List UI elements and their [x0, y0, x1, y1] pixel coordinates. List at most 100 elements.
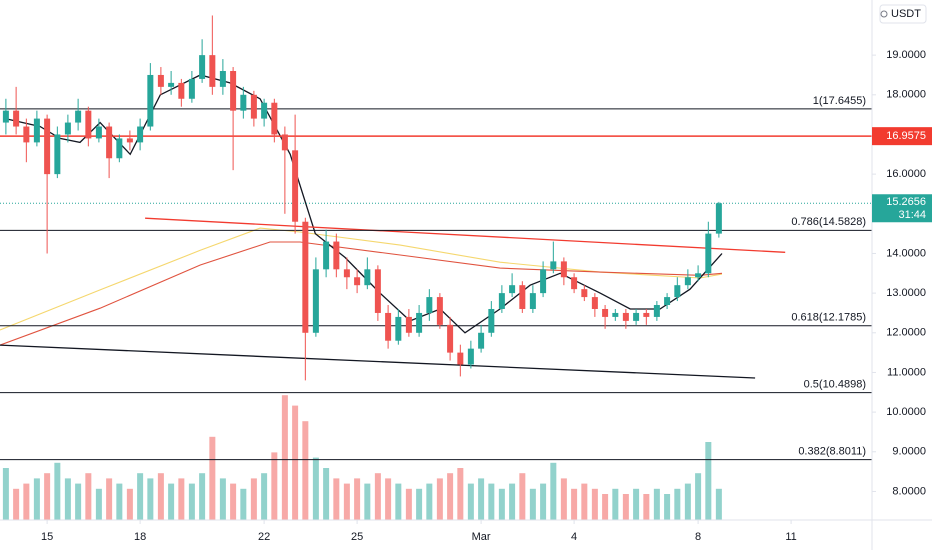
- candle-body: [281, 134, 288, 151]
- y-tick-label: 8.0000: [892, 485, 926, 497]
- fib-label: 0.382(8.8011): [798, 446, 866, 458]
- volume-bar: [364, 483, 371, 520]
- x-tick-label: 18: [134, 531, 146, 543]
- candle-body: [137, 126, 144, 143]
- volume-bar: [147, 478, 154, 520]
- candle-body: [457, 352, 464, 365]
- candle-body: [581, 289, 588, 298]
- fib-label: 1(17.6455): [813, 95, 866, 107]
- volume-bar: [674, 488, 681, 520]
- candle-body: [571, 277, 578, 290]
- volume-bar: [478, 478, 485, 520]
- moving-average: [5, 74, 723, 334]
- indicator-layer: [0, 74, 723, 346]
- candle-layer: [2, 15, 722, 381]
- volume-bar: [2, 468, 9, 520]
- volume-bar: [209, 436, 216, 520]
- volume-bar: [488, 483, 495, 520]
- candle-body: [374, 269, 381, 313]
- volume-bar: [457, 468, 464, 520]
- candle-body: [292, 150, 299, 222]
- candle-body: [126, 138, 133, 143]
- candle-body: [509, 285, 516, 294]
- resistance-label: 16.9575: [886, 130, 926, 142]
- candle-body: [674, 285, 681, 298]
- candle-body: [684, 277, 691, 286]
- candle-body: [13, 110, 20, 127]
- candle-body: [405, 316, 412, 333]
- y-tick-label: 12.0000: [886, 327, 926, 339]
- volume-bar: [385, 478, 392, 520]
- candle-body: [168, 82, 175, 87]
- volume-bar: [95, 488, 102, 520]
- volume-bar: [44, 473, 51, 520]
- candle-body: [147, 74, 154, 127]
- volume-bar: [695, 473, 702, 520]
- x-tick-label: 4: [571, 531, 577, 543]
- volume-bar: [64, 478, 71, 520]
- candle-body: [498, 293, 505, 309]
- fib-label: 0.618(12.1785): [791, 312, 866, 324]
- volume-bar: [333, 478, 340, 520]
- volume-bar: [85, 473, 92, 520]
- volume-bar: [540, 483, 547, 520]
- last-price-label: 15.2656: [886, 196, 926, 208]
- candle-body: [540, 269, 547, 294]
- moving-average: [0, 227, 723, 331]
- volume-bar: [240, 488, 247, 520]
- candle-body: [261, 102, 268, 119]
- candle-body: [602, 308, 609, 317]
- candle-body: [529, 293, 536, 309]
- volume-bar: [312, 457, 319, 520]
- candle-body: [178, 82, 185, 99]
- volume-bar: [395, 483, 402, 520]
- x-tick-label: 22: [258, 531, 270, 543]
- x-tick-label: Mar: [472, 531, 491, 543]
- candle-body: [343, 269, 350, 278]
- volume-bar: [653, 488, 660, 520]
- axis-layer: 19.0000 18.0000 16.0000 14.0000 13.0000 12.00…: [41, 49, 932, 543]
- volume-bar: [168, 483, 175, 520]
- fib-label: 0.786(14.5828): [791, 216, 866, 228]
- trend-line: [0, 344, 756, 379]
- y-tick-label: 10.0000: [886, 406, 926, 418]
- currency-label: USDT: [891, 8, 921, 20]
- candle-body: [436, 297, 443, 325]
- volume-bar: [126, 488, 133, 520]
- candle-body: [447, 324, 454, 353]
- volume-bar: [106, 478, 113, 520]
- candle-body: [250, 94, 257, 119]
- volume-bar: [281, 395, 288, 520]
- volume-bar: [188, 483, 195, 520]
- volume-bar: [529, 488, 536, 520]
- y-tick-label: 13.0000: [886, 287, 926, 299]
- moving-average: [0, 241, 723, 346]
- candle-body: [44, 118, 51, 175]
- candle-body: [188, 78, 195, 99]
- volume-bar: [323, 468, 330, 520]
- resistance-box: [872, 127, 932, 146]
- volume-bar: [13, 488, 20, 520]
- candle-body: [209, 55, 216, 87]
- volume-bar: [467, 483, 474, 520]
- volume-bar: [633, 488, 640, 520]
- volume-bar: [33, 478, 40, 520]
- volume-layer: [2, 395, 722, 520]
- candle-body: [240, 94, 247, 111]
- countdown-label: 31:44: [898, 209, 926, 221]
- candle-body: [488, 308, 495, 333]
- candle-body: [271, 102, 278, 135]
- volume-bar: [54, 462, 61, 520]
- candle-body: [23, 126, 30, 143]
- y-tick-label: 11.0000: [887, 366, 926, 378]
- time-axis-bg: [0, 520, 932, 550]
- volume-bar: [509, 483, 516, 520]
- candle-body: [33, 118, 40, 143]
- volume-bar: [498, 488, 505, 520]
- currency-box[interactable]: [879, 4, 927, 24]
- x-tick-label: 11: [785, 531, 796, 543]
- candle-body: [199, 55, 206, 79]
- volume-bar: [581, 483, 588, 520]
